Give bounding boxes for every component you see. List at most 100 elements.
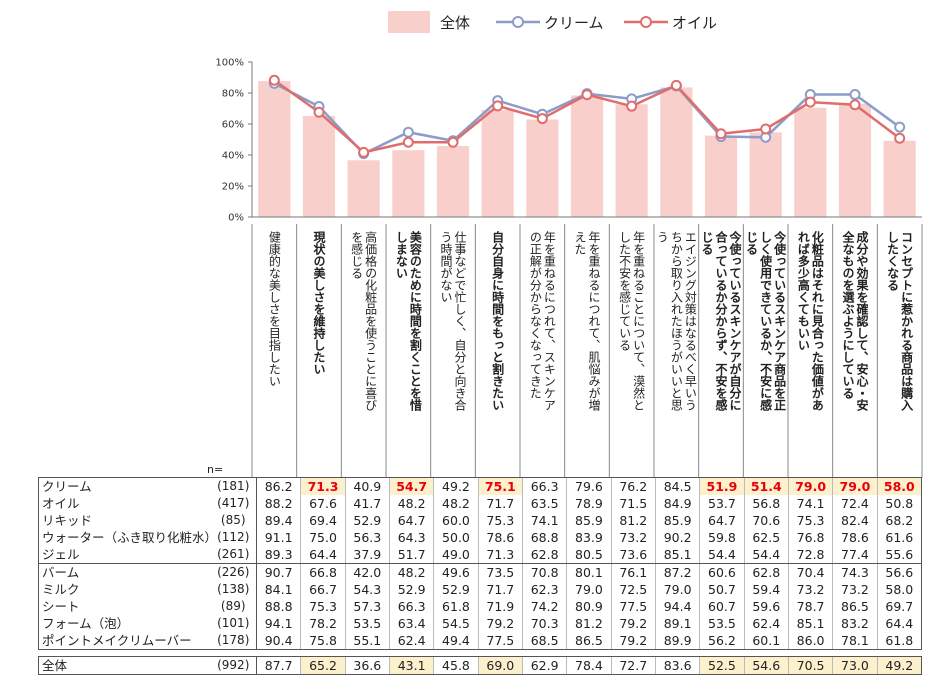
point-oil — [894, 132, 906, 144]
bar-all — [526, 119, 559, 217]
table-cell: 73.6 — [610, 546, 656, 564]
table-cell: 49.2 — [876, 656, 923, 675]
category-label: じる — [700, 231, 714, 255]
bar-all — [392, 150, 425, 217]
table-cell: 75.3 — [477, 512, 523, 529]
table-cell: 84.9 — [654, 495, 700, 512]
category-label: しく使用できているか、不安に感 — [759, 231, 773, 411]
table-cell: 86.2 — [255, 477, 301, 495]
table-cell: 73.2 — [610, 529, 656, 546]
y-tick-label: 100% — [215, 58, 244, 69]
table-cell: 49.4 — [433, 632, 479, 650]
category-label: 年を重ねることについて、漠然と — [632, 231, 646, 411]
table-cell: 72.7 — [610, 656, 656, 675]
row-n: (181) — [210, 477, 257, 495]
table-cell: 53.5 — [344, 615, 390, 632]
table-cell: 86.5 — [566, 632, 612, 650]
table-cell: 55.1 — [344, 632, 390, 650]
y-tick-label: 40% — [222, 151, 244, 162]
table-cell: 56.8 — [743, 495, 789, 512]
category-label: 年を重ねるにつれて、肌悩みが増 — [587, 231, 601, 412]
table-cell: 70.8 — [521, 563, 567, 581]
table-cell: 80.5 — [566, 546, 612, 564]
n-label: n= — [207, 463, 223, 476]
y-tick-label: 20% — [222, 182, 244, 193]
table-cell: 75.3 — [787, 512, 833, 529]
table-cell: 36.6 — [344, 656, 390, 675]
point-oil — [268, 74, 280, 86]
table-cell: 79.2 — [477, 615, 523, 632]
table-cell: 75.3 — [300, 598, 346, 615]
bar-all — [258, 81, 291, 217]
table-cell: 70.3 — [521, 615, 567, 632]
table-cell: 91.1 — [255, 529, 301, 546]
row-n: (417) — [210, 495, 257, 512]
table-cell: 84.5 — [654, 477, 700, 495]
table-cell: 64.4 — [876, 615, 923, 632]
table-cell: 76.1 — [610, 563, 656, 581]
legend-label-all: 全体 — [440, 14, 470, 32]
category-label: コンセプトに惹かれる商品は購入 — [900, 231, 914, 412]
point-oil — [581, 89, 593, 101]
table-cell: 60.7 — [699, 598, 745, 615]
table-cell: 55.6 — [876, 546, 923, 564]
table-cell: 86.0 — [787, 632, 833, 650]
category-label: 年を重ねるにつれて、スキンケア — [542, 231, 556, 411]
table-cell: 90.2 — [654, 529, 700, 546]
table-cell: 89.3 — [255, 546, 301, 564]
point-oil — [536, 113, 548, 125]
table-cell: 59.8 — [699, 529, 745, 546]
table-cell: 41.7 — [344, 495, 390, 512]
row-label: 全体 — [38, 656, 211, 675]
table-cell: 88.2 — [255, 495, 301, 512]
table-cell: 76.8 — [787, 529, 833, 546]
table-cell: 45.8 — [433, 656, 479, 675]
table-cell: 71.3 — [477, 546, 523, 564]
category-label: したくなる — [886, 231, 900, 291]
table-cell: 75.0 — [300, 529, 346, 546]
category-label: エイジング対策はなるべく早いう — [683, 231, 697, 411]
category-label: しまない — [394, 231, 408, 279]
table-cell: 49.0 — [433, 546, 479, 564]
table-cell: 52.9 — [433, 581, 479, 598]
table-cell: 50.8 — [876, 495, 923, 512]
table-cell: 78.2 — [300, 615, 346, 632]
table-cell: 87.2 — [654, 563, 700, 581]
table-cell: 73.2 — [832, 581, 878, 598]
point-oil — [626, 100, 638, 112]
bar-all — [749, 132, 782, 217]
table-cell: 60.6 — [699, 563, 745, 581]
legend-swatch-all — [388, 11, 430, 33]
table-cell: 81.2 — [566, 615, 612, 632]
table-cell: 83.6 — [654, 656, 700, 675]
row-n: (261) — [210, 546, 257, 564]
table-cell: 78.7 — [787, 598, 833, 615]
table-cell: 79.0 — [832, 477, 878, 495]
table-cell: 68.2 — [876, 512, 923, 529]
table-cell: 90.7 — [255, 563, 301, 581]
table-cell: 73.5 — [477, 563, 523, 581]
table-cell: 53.5 — [699, 615, 745, 632]
category-label: 健康的な美しさを目指したい — [267, 231, 281, 387]
table-cell: 69.0 — [477, 656, 523, 675]
table-cell: 57.3 — [344, 598, 390, 615]
table-cell: 56.3 — [344, 529, 390, 546]
table-cell: 69.7 — [876, 598, 923, 615]
y-tick-label: 0% — [228, 213, 244, 224]
table-row: シート (89) 88.8 75.3 57.3 66.3 61.8 71.9 74.2 80.9 7… — [38, 598, 923, 615]
table-cell: 62.8 — [743, 563, 789, 581]
table-cell: 40.9 — [344, 477, 390, 495]
table-cell: 79.0 — [787, 477, 833, 495]
table-cell: 64.3 — [388, 529, 434, 546]
row-label: バーム — [38, 563, 211, 581]
point-cream — [402, 126, 414, 138]
table-cell: 71.7 — [477, 581, 523, 598]
table-cell: 72.5 — [610, 581, 656, 598]
table-cell: 78.4 — [566, 656, 612, 675]
bar-all — [436, 146, 470, 217]
category-label: した不安を感じている — [618, 231, 632, 351]
table-cell: 37.9 — [344, 546, 390, 564]
table-cell: 61.8 — [433, 598, 479, 615]
y-tick-label: 80% — [222, 89, 244, 100]
table-cell: 59.6 — [743, 598, 789, 615]
